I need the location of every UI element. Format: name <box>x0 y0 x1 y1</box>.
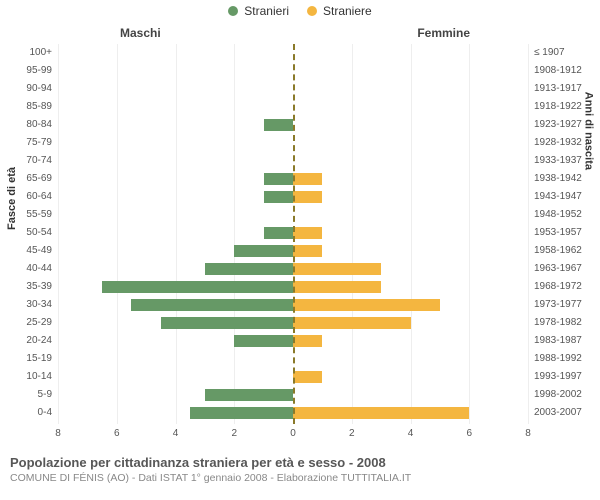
birth-year-label: 1998-2002 <box>534 386 582 404</box>
birth-year-label: 1953-1957 <box>534 224 582 242</box>
legend-item-female: Straniere <box>307 4 372 18</box>
legend-label-male: Stranieri <box>244 4 289 18</box>
bar-male <box>264 227 293 239</box>
birth-year-label: 1928-1932 <box>534 134 582 152</box>
age-label: 35-39 <box>26 278 52 296</box>
bar-male <box>264 173 293 185</box>
age-label: 10-14 <box>26 368 52 386</box>
age-label: 25-29 <box>26 314 52 332</box>
x-tick: 2 <box>231 428 237 439</box>
birth-year-label: 1933-1937 <box>534 152 582 170</box>
legend: Stranieri Straniere <box>0 4 600 18</box>
birth-year-label: 1913-1917 <box>534 80 582 98</box>
bar-female <box>293 263 381 275</box>
age-label: 60-64 <box>26 188 52 206</box>
age-label: 65-69 <box>26 170 52 188</box>
birth-year-label: 1923-1927 <box>534 116 582 134</box>
x-tick: 8 <box>525 428 531 439</box>
bar-female <box>293 191 322 203</box>
chart-area: 100+≤ 190795-991908-191290-941913-191785… <box>58 44 528 444</box>
age-label: 55-59 <box>26 206 52 224</box>
birth-year-label: 1963-1967 <box>534 260 582 278</box>
x-tick: 8 <box>55 428 61 439</box>
bar-female <box>293 281 381 293</box>
age-label: 75-79 <box>26 134 52 152</box>
column-title-female: Femmine <box>417 26 470 40</box>
x-tick: 2 <box>349 428 355 439</box>
legend-swatch-male <box>228 6 238 16</box>
age-label: 40-44 <box>26 260 52 278</box>
bar-female <box>293 173 322 185</box>
birth-year-label: 1978-1982 <box>534 314 582 332</box>
legend-swatch-female <box>307 6 317 16</box>
y-axis-title-left: Fasce di età <box>6 167 18 230</box>
y-axis-title-right: Anni di nascita <box>582 92 594 170</box>
bar-female <box>293 299 440 311</box>
bar-female <box>293 227 322 239</box>
bar-male <box>234 335 293 347</box>
x-tick: 4 <box>173 428 179 439</box>
age-label: 100+ <box>29 44 52 62</box>
age-label: 20-24 <box>26 332 52 350</box>
x-axis: 8 6 4 2 0 2 4 6 8 <box>58 424 528 444</box>
chart-root: Stranieri Straniere Maschi Femmine Fasce… <box>0 0 600 500</box>
footer-title: Popolazione per cittadinanza straniera p… <box>10 455 590 470</box>
age-label: 70-74 <box>26 152 52 170</box>
birth-year-label: 1958-1962 <box>534 242 582 260</box>
birth-year-label: 2003-2007 <box>534 404 582 422</box>
bar-male <box>190 407 293 419</box>
age-label: 85-89 <box>26 98 52 116</box>
birth-year-label: 1943-1947 <box>534 188 582 206</box>
bar-female <box>293 335 322 347</box>
age-label: 90-94 <box>26 80 52 98</box>
birth-year-label: 1948-1952 <box>534 206 582 224</box>
legend-label-female: Straniere <box>323 4 372 18</box>
bar-male <box>102 281 293 293</box>
bar-female <box>293 371 322 383</box>
age-label: 45-49 <box>26 242 52 260</box>
column-title-male: Maschi <box>120 26 161 40</box>
bar-male <box>234 245 293 257</box>
birth-year-label: 1938-1942 <box>534 170 582 188</box>
age-label: 80-84 <box>26 116 52 134</box>
bar-male <box>131 299 293 311</box>
bar-male <box>161 317 293 329</box>
birth-year-label: 1968-1972 <box>534 278 582 296</box>
age-label: 50-54 <box>26 224 52 242</box>
x-tick: 0 <box>290 428 296 439</box>
legend-item-male: Stranieri <box>228 4 289 18</box>
birth-year-label: 1973-1977 <box>534 296 582 314</box>
birth-year-label: 1983-1987 <box>534 332 582 350</box>
bar-male <box>264 119 293 131</box>
age-label: 5-9 <box>38 386 52 404</box>
birth-year-label: 1908-1912 <box>534 62 582 80</box>
footer: Popolazione per cittadinanza straniera p… <box>10 455 590 484</box>
x-tick: 6 <box>466 428 472 439</box>
age-label: 30-34 <box>26 296 52 314</box>
bar-male <box>205 389 293 401</box>
bar-male <box>264 191 293 203</box>
age-label: 95-99 <box>26 62 52 80</box>
bar-female <box>293 407 469 419</box>
bar-female <box>293 317 411 329</box>
birth-year-label: ≤ 1907 <box>534 44 565 62</box>
bar-female <box>293 245 322 257</box>
bar-male <box>205 263 293 275</box>
grid-line <box>528 44 529 424</box>
x-tick: 6 <box>114 428 120 439</box>
footer-subtitle: COMUNE DI FÉNIS (AO) - Dati ISTAT 1° gen… <box>10 472 590 484</box>
birth-year-label: 1918-1922 <box>534 98 582 116</box>
center-line <box>293 44 295 424</box>
age-label: 0-4 <box>38 404 52 422</box>
age-label: 15-19 <box>26 350 52 368</box>
x-tick: 4 <box>408 428 414 439</box>
birth-year-label: 1988-1992 <box>534 350 582 368</box>
birth-year-label: 1993-1997 <box>534 368 582 386</box>
